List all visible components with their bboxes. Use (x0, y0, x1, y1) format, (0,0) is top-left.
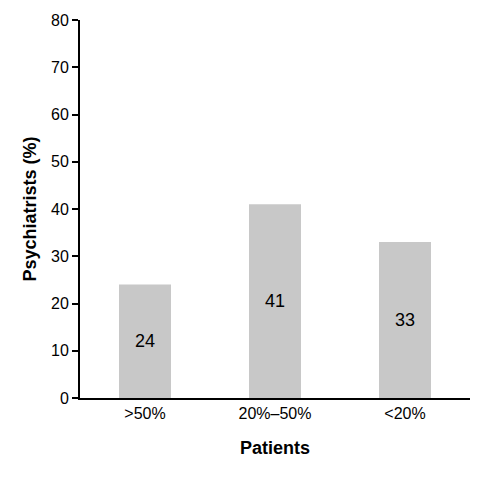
svg-text:Patients: Patients (240, 438, 310, 458)
svg-text:>50%: >50% (124, 405, 165, 422)
svg-text:33: 33 (395, 310, 415, 330)
svg-text:60: 60 (51, 106, 69, 123)
svg-text:0: 0 (60, 390, 69, 407)
svg-text:80: 80 (51, 12, 69, 29)
svg-text:<20%: <20% (384, 405, 425, 422)
svg-text:50: 50 (51, 153, 69, 170)
svg-text:Psychiatrists (%): Psychiatrists (%) (20, 136, 40, 281)
svg-text:24: 24 (135, 331, 155, 351)
svg-text:30: 30 (51, 248, 69, 265)
svg-text:20%–50%: 20%–50% (239, 405, 312, 422)
svg-text:10: 10 (51, 342, 69, 359)
svg-text:70: 70 (51, 59, 69, 76)
svg-text:41: 41 (265, 291, 285, 311)
svg-text:20: 20 (51, 295, 69, 312)
svg-text:40: 40 (51, 201, 69, 218)
